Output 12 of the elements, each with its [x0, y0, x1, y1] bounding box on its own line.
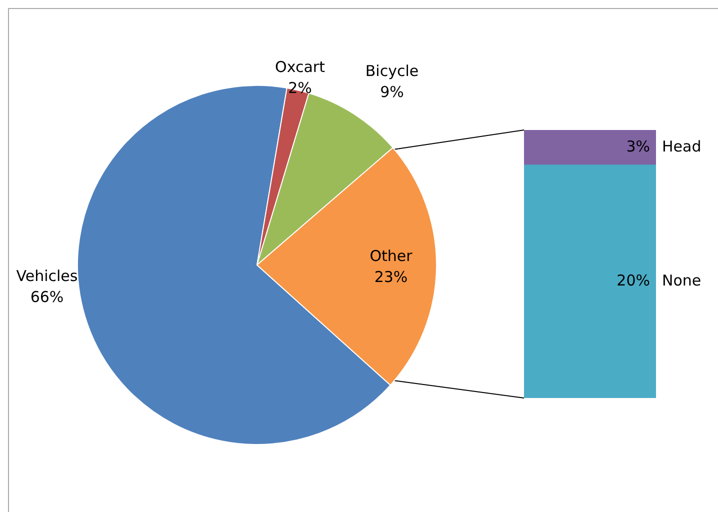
- data-label: 3%: [626, 137, 650, 156]
- data-label: 20%: [616, 271, 650, 290]
- data-label: 2%: [288, 78, 312, 97]
- series-label: None: [662, 271, 702, 290]
- data-label: 23%: [374, 268, 408, 286]
- series-label: Head: [662, 137, 702, 156]
- data-label: 9%: [380, 82, 404, 101]
- data-label: 66%: [30, 288, 64, 306]
- slice-label: Oxcart: [275, 58, 326, 76]
- slice-label: Bicycle: [365, 62, 419, 80]
- slice-label: Vehicles: [16, 266, 78, 285]
- slice-label: Other: [370, 246, 414, 265]
